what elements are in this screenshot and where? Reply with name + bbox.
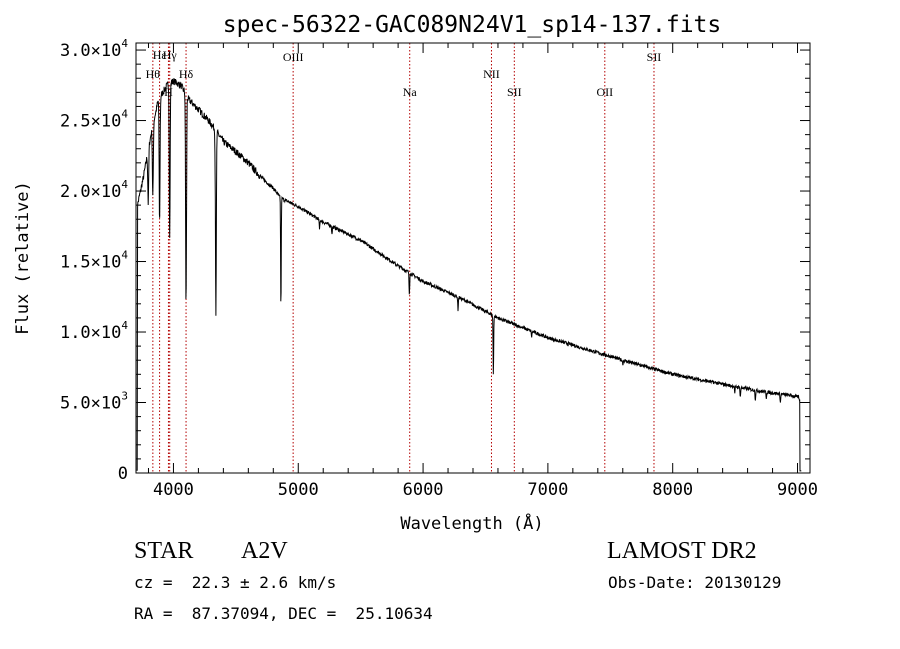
y-axis-label: Flux (relative)	[13, 181, 33, 335]
line-label: Na	[403, 85, 418, 99]
line-label: SII	[647, 50, 662, 64]
line-label: OIII	[283, 50, 304, 64]
emission-line-markers	[152, 43, 655, 473]
redshift-info: cz = 22.3 ± 2.6 km/s	[134, 573, 337, 592]
y-axis: 0 5.0×103 1.0×104 1.5×104 2.0×104 2.5×104 3.0×…	[60, 37, 810, 484]
y-tick-label: 2.0×104	[60, 178, 128, 202]
y-tick-label: 2.5×104	[60, 108, 128, 132]
y-tick-label: 0	[118, 464, 128, 484]
spectrum-series	[136, 78, 802, 472]
line-label: OII	[596, 85, 613, 99]
y-tick-label: 1.0×104	[60, 319, 128, 343]
x-tick-label: 7000	[527, 480, 568, 500]
object-type: STAR	[134, 538, 194, 564]
x-tick-label: 4000	[153, 480, 194, 500]
line-label: Hε	[153, 48, 167, 62]
x-tick-label: 9000	[777, 480, 818, 500]
x-axis-label: Wavelength (Å)	[400, 512, 543, 534]
line-label: NII	[483, 67, 500, 81]
y-tick-label: 5.0×103	[60, 390, 128, 414]
line-label: Hδ	[179, 67, 194, 81]
observation-date: Obs-Date: 20130129	[608, 573, 782, 592]
x-axis: 4000 5000 6000 7000 8000 9000	[147, 43, 818, 500]
x-tick-label: 5000	[278, 480, 319, 500]
x-tick-label: 6000	[403, 480, 444, 500]
coordinates-info: RA = 87.37094, DEC = 25.10634	[134, 604, 433, 623]
y-tick-label: 1.5×104	[60, 249, 128, 273]
line-label: Hθ	[146, 67, 161, 81]
x-tick-label: 8000	[652, 480, 693, 500]
line-label: Hγ	[163, 48, 178, 62]
chart-title: spec-56322-GAC089N24V1_sp14-137.fits	[223, 12, 722, 38]
spectral-subclass: A2V	[241, 538, 288, 564]
y-tick-label: 3.0×104	[60, 37, 128, 61]
line-label: SII	[507, 85, 522, 99]
survey-name: LAMOST DR2	[607, 538, 757, 564]
plot-frame	[135, 42, 811, 474]
